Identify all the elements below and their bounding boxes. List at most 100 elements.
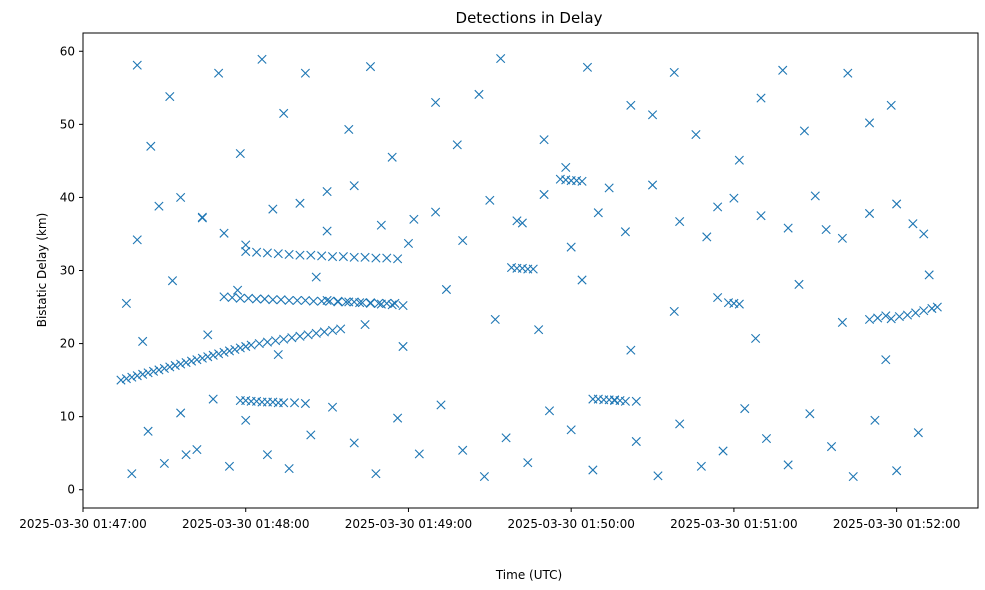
- data-point: [409, 214, 419, 224]
- data-point: [300, 295, 310, 306]
- data-point: [577, 275, 587, 285]
- data-point: [393, 413, 403, 423]
- data-point: [479, 471, 489, 482]
- data-point: [626, 345, 636, 355]
- data-point: [620, 396, 631, 406]
- data-point: [306, 430, 316, 440]
- data-point: [512, 216, 522, 226]
- data-point: [300, 68, 310, 78]
- data-point: [458, 235, 468, 246]
- data-point: [387, 152, 397, 162]
- data-point: [327, 325, 338, 336]
- data-point: [382, 253, 392, 263]
- y-tick-label: 0: [67, 483, 75, 497]
- data-point: [837, 233, 847, 243]
- data-point: [734, 299, 744, 309]
- data-point: [756, 93, 766, 103]
- x-tick-label: 2025-03-30 01:51:00: [670, 517, 797, 531]
- data-point: [292, 295, 302, 306]
- data-point: [675, 216, 685, 227]
- data-point: [349, 438, 359, 448]
- data-point: [892, 466, 902, 476]
- data-point: [843, 68, 853, 78]
- data-point: [203, 352, 213, 362]
- data-point: [886, 314, 896, 324]
- data-point: [485, 195, 495, 205]
- data-point: [143, 426, 153, 436]
- data-point: [349, 252, 359, 262]
- data-point: [430, 207, 441, 217]
- data-point: [308, 296, 319, 306]
- data-point: [609, 395, 620, 405]
- data-point: [631, 396, 641, 406]
- data-point: [311, 272, 321, 282]
- data-point: [474, 89, 484, 99]
- data-point: [303, 330, 313, 340]
- data-point: [262, 450, 273, 460]
- data-point: [371, 469, 381, 479]
- data-point: [886, 100, 896, 110]
- data-point: [165, 91, 175, 102]
- data-point: [561, 162, 571, 173]
- data-point: [577, 176, 587, 186]
- y-axis-label: Bistatic Delay (km): [35, 213, 49, 328]
- data-point: [127, 469, 137, 479]
- data-point: [911, 308, 921, 318]
- data-point: [810, 191, 820, 201]
- data-point: [881, 355, 891, 365]
- data-point: [176, 192, 186, 203]
- data-point: [138, 369, 148, 379]
- data-point: [279, 108, 289, 118]
- data-point: [864, 314, 875, 325]
- data-point: [227, 292, 237, 303]
- data-point: [121, 298, 131, 308]
- chart-title: Detections in Delay: [456, 9, 603, 27]
- data-point: [805, 409, 815, 419]
- data-point: [713, 202, 723, 212]
- data-point: [713, 292, 723, 303]
- data-point: [322, 295, 332, 306]
- data-point: [284, 249, 294, 260]
- data-point: [273, 249, 283, 259]
- data-point: [913, 428, 923, 438]
- data-point: [691, 129, 701, 140]
- y-tick-label: 30: [60, 264, 75, 278]
- data-point: [376, 299, 386, 309]
- data-point: [344, 297, 354, 307]
- data-point: [501, 433, 511, 443]
- data-point: [778, 65, 788, 75]
- data-point: [262, 337, 273, 347]
- data-point: [864, 208, 875, 219]
- data-point: [243, 293, 254, 303]
- x-tick-label: 2025-03-30 01:47:00: [19, 517, 146, 531]
- data-point: [881, 311, 891, 321]
- data-point: [390, 298, 400, 308]
- data-point: [317, 251, 327, 261]
- data-point: [892, 199, 902, 209]
- data-point: [902, 310, 913, 320]
- x-axis-label: Time (UTC): [495, 568, 562, 582]
- data-point: [287, 333, 297, 343]
- data-point: [279, 398, 289, 408]
- data-point: [338, 252, 348, 262]
- data-point: [319, 327, 329, 337]
- data-point: [374, 298, 384, 308]
- data-point: [224, 346, 235, 356]
- data-point: [341, 297, 351, 307]
- data-point: [322, 226, 332, 236]
- data-point: [544, 406, 555, 416]
- plot-area: [82, 32, 979, 509]
- data-point: [403, 238, 414, 249]
- data-point: [235, 343, 245, 353]
- y-tick-label: 10: [60, 410, 75, 424]
- data-point: [919, 306, 929, 316]
- data-point: [702, 232, 712, 242]
- data-point: [528, 264, 538, 274]
- data-point: [170, 360, 180, 371]
- data-point: [360, 319, 370, 330]
- data-point: [262, 248, 273, 258]
- data-point: [192, 444, 202, 455]
- data-point: [167, 276, 178, 286]
- data-point: [333, 296, 343, 306]
- data-point: [208, 394, 218, 404]
